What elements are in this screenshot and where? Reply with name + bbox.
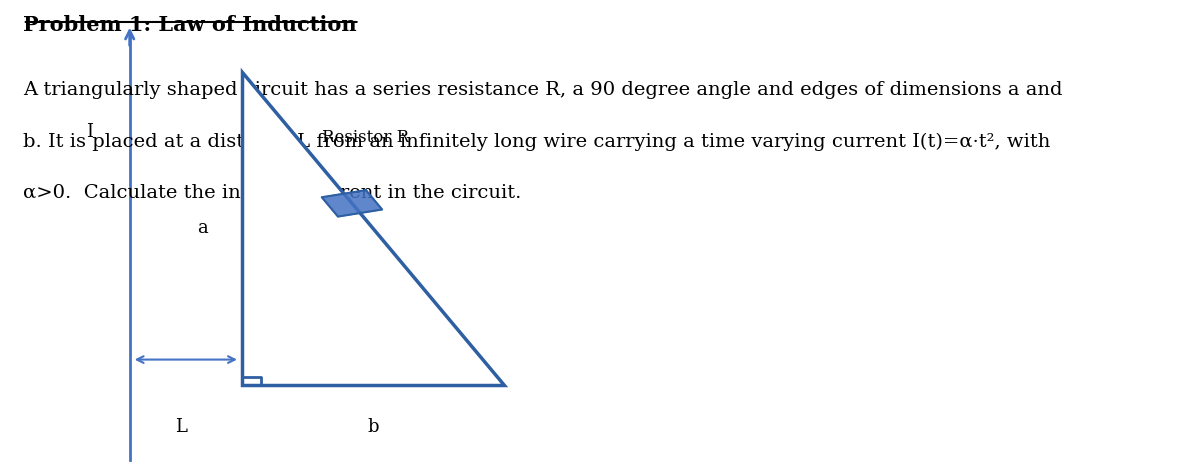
Text: I: I [85,123,92,141]
Text: Resistor R: Resistor R [322,129,409,146]
Text: a: a [197,219,208,237]
Text: L: L [175,418,187,437]
Text: α>0.  Calculate the induced current in the circuit.: α>0. Calculate the induced current in th… [23,184,521,202]
Polygon shape [322,190,382,217]
Text: b. It is placed at a distance L from an infinitely long wire carrying a time var: b. It is placed at a distance L from an … [23,132,1050,151]
Text: b: b [367,418,379,437]
Text: Problem 1: Law of Induction: Problem 1: Law of Induction [23,16,356,35]
Text: A triangularly shaped circuit has a series resistance R, a 90 degree angle and e: A triangularly shaped circuit has a seri… [23,81,1062,99]
Polygon shape [242,72,504,385]
